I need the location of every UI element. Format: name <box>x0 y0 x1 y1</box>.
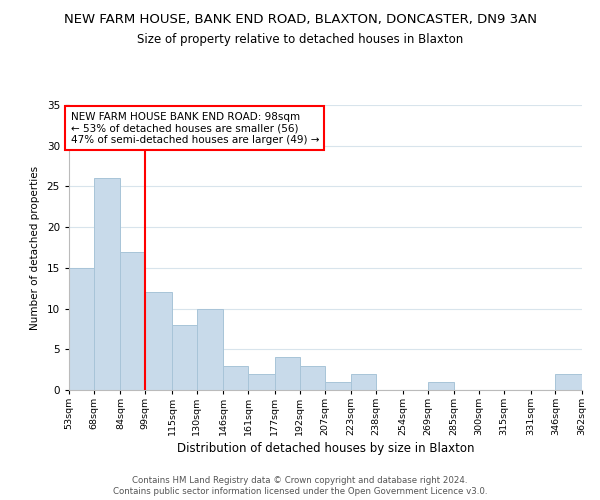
Text: Contains HM Land Registry data © Crown copyright and database right 2024.: Contains HM Land Registry data © Crown c… <box>132 476 468 485</box>
Bar <box>197 308 223 390</box>
Bar <box>94 178 121 390</box>
Text: NEW FARM HOUSE, BANK END ROAD, BLAXTON, DONCASTER, DN9 3AN: NEW FARM HOUSE, BANK END ROAD, BLAXTON, … <box>64 12 536 26</box>
X-axis label: Distribution of detached houses by size in Blaxton: Distribution of detached houses by size … <box>177 442 474 456</box>
Bar <box>351 374 376 390</box>
Text: NEW FARM HOUSE BANK END ROAD: 98sqm
← 53% of detached houses are smaller (56)
47: NEW FARM HOUSE BANK END ROAD: 98sqm ← 53… <box>71 112 319 144</box>
Bar <box>121 252 145 390</box>
Bar <box>300 366 325 390</box>
Bar <box>145 292 172 390</box>
Y-axis label: Number of detached properties: Number of detached properties <box>30 166 40 330</box>
Bar <box>556 374 582 390</box>
Text: Size of property relative to detached houses in Blaxton: Size of property relative to detached ho… <box>137 32 463 46</box>
Bar <box>248 374 275 390</box>
Bar <box>69 268 94 390</box>
Bar <box>275 358 300 390</box>
Bar <box>428 382 454 390</box>
Text: Contains public sector information licensed under the Open Government Licence v3: Contains public sector information licen… <box>113 487 487 496</box>
Bar <box>325 382 351 390</box>
Bar <box>172 325 197 390</box>
Bar <box>223 366 248 390</box>
